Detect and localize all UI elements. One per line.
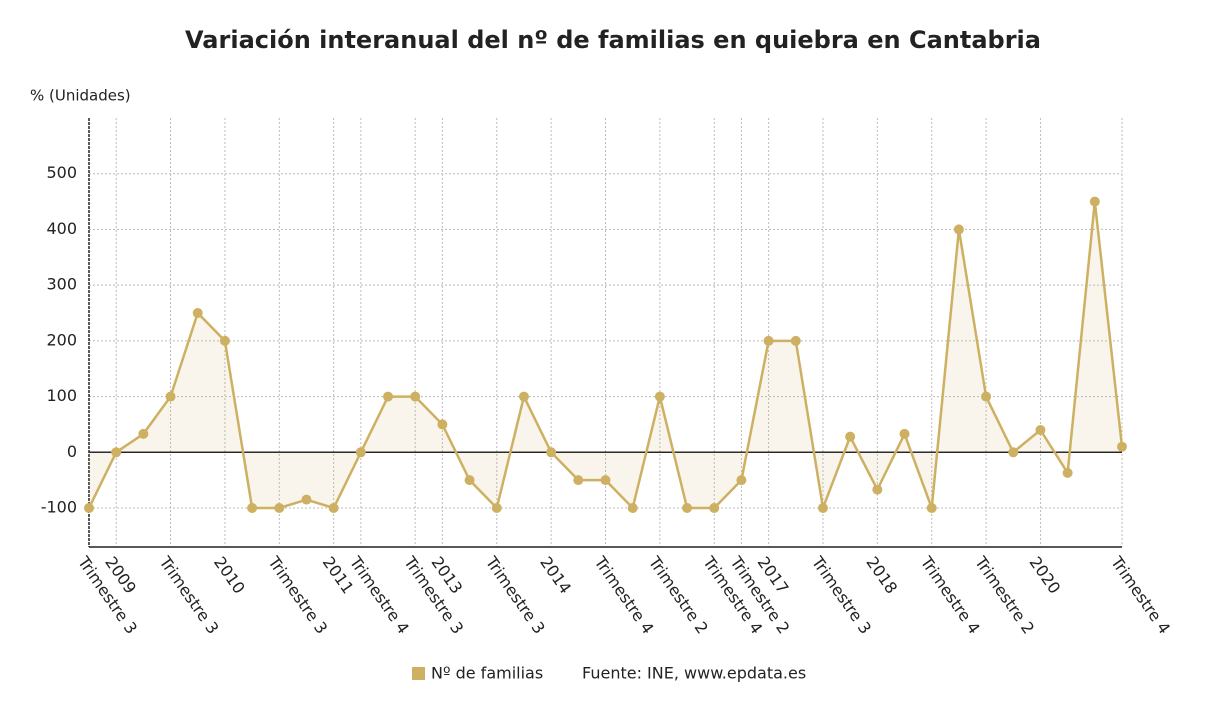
y-tick-label: 400 — [46, 219, 77, 238]
point — [899, 428, 910, 439]
point — [654, 391, 665, 402]
point — [763, 335, 774, 346]
point — [219, 335, 230, 346]
y-tick-label: 300 — [46, 275, 77, 294]
x-tick-label: Trimestre 4 — [1106, 552, 1174, 637]
point — [437, 419, 448, 430]
legend-label: Nº de familias — [431, 664, 543, 683]
point — [817, 503, 828, 513]
y-axis-label: % (Unidades) — [30, 87, 131, 105]
legend-swatch — [412, 667, 425, 680]
point — [138, 428, 149, 439]
chart-title: Variación interanual del nº de familias … — [185, 26, 1041, 54]
point — [709, 503, 720, 513]
point — [192, 308, 203, 318]
point — [600, 475, 611, 486]
point — [845, 431, 856, 442]
point — [274, 503, 285, 513]
y-tick-label: 500 — [46, 163, 77, 182]
point — [84, 503, 94, 513]
x-tick-label: 2018 — [862, 553, 901, 597]
point — [518, 391, 529, 402]
point — [464, 475, 475, 486]
point — [872, 484, 883, 495]
x-tick-label: 2010 — [210, 553, 249, 597]
y-tick-label: 200 — [46, 330, 77, 349]
x-tick-label: 2020 — [1025, 553, 1064, 597]
point — [546, 447, 557, 458]
point — [627, 503, 638, 513]
point — [926, 503, 937, 513]
point — [328, 503, 339, 513]
point — [410, 391, 421, 402]
point — [573, 475, 584, 486]
y-tick-label: -100 — [41, 498, 77, 517]
point — [682, 503, 693, 513]
point — [355, 447, 366, 458]
point — [953, 224, 964, 235]
y-tick-label: 0 — [67, 442, 77, 461]
point — [1035, 425, 1046, 435]
point — [1089, 196, 1100, 207]
point — [383, 391, 394, 402]
point — [165, 391, 176, 402]
point — [111, 447, 122, 458]
source: Fuente: INE, www.epdata.es — [582, 664, 806, 683]
x-tick-label: 2014 — [536, 553, 575, 597]
point — [1117, 441, 1127, 452]
point — [491, 503, 502, 513]
point — [301, 494, 312, 505]
point — [247, 503, 258, 513]
point — [1008, 447, 1019, 458]
point — [1062, 467, 1073, 478]
point — [790, 335, 801, 346]
y-tick-label: 100 — [46, 386, 77, 405]
point — [981, 391, 992, 402]
point — [736, 475, 747, 486]
